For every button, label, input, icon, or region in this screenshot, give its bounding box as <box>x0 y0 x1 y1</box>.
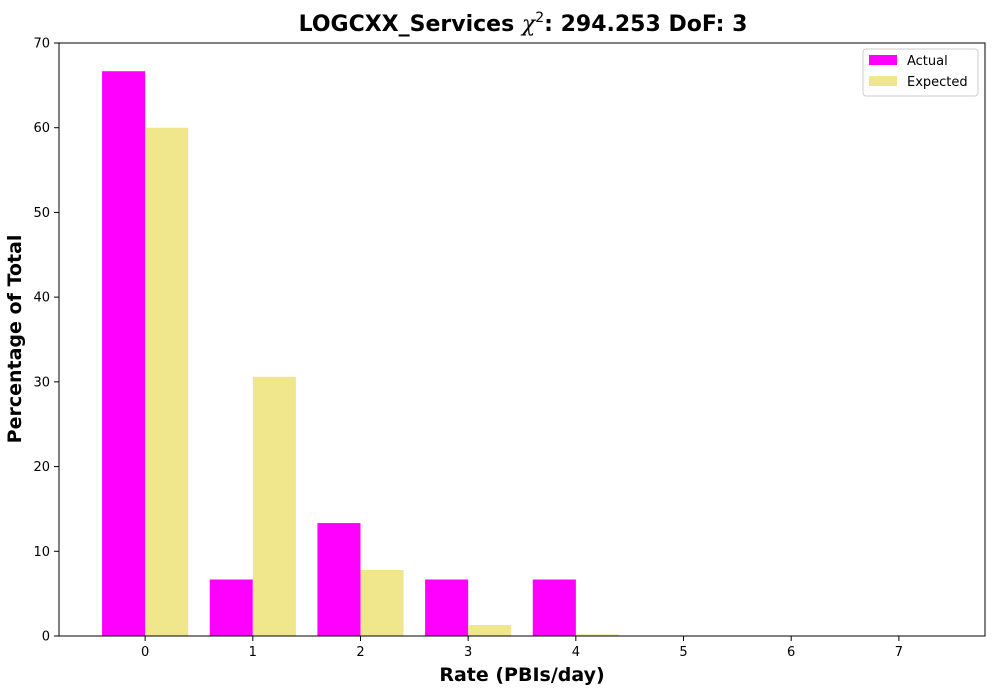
y-axis-label: Percentage of Total <box>4 235 26 444</box>
y-tick-label: 10 <box>33 545 50 560</box>
x-tick-label: 2 <box>356 645 364 660</box>
legend: Actual Expected <box>862 48 979 97</box>
bar-actual-0 <box>102 71 146 637</box>
chart-title: LOGCXX_Services χ2: 294.253 DoF: 3 <box>299 10 748 37</box>
y-tick-label: 20 <box>33 460 50 475</box>
y-tick-label: 0 <box>42 630 50 645</box>
legend-label-expected: Expected <box>907 75 968 90</box>
y-tick-label: 40 <box>33 291 50 306</box>
x-tick-label: 4 <box>572 645 580 660</box>
bar-actual-4 <box>532 579 576 636</box>
legend-swatch-expected <box>869 76 897 86</box>
axes-group <box>58 42 986 637</box>
bar-actual-2 <box>317 523 361 636</box>
x-tick-label: 1 <box>249 645 257 660</box>
bar-expected-2 <box>360 569 404 636</box>
y-tick-label: 30 <box>33 375 50 390</box>
y-tick-label: 70 <box>33 37 50 52</box>
bar-expected-0 <box>145 127 189 636</box>
x-tick-label: 0 <box>141 645 149 660</box>
y-tick-label: 60 <box>33 121 50 136</box>
bar-actual-1 <box>209 579 253 636</box>
plot-frame <box>58 42 986 637</box>
legend-swatch-actual <box>869 55 897 65</box>
x-tick-label: 6 <box>787 645 795 660</box>
bar-actual-3 <box>425 579 469 636</box>
x-tick-label: 3 <box>464 645 472 660</box>
x-tick-label: 5 <box>679 645 687 660</box>
bar-expected-1 <box>252 376 296 636</box>
x-tick-label: 7 <box>895 645 903 660</box>
x-ticks: 0 1 2 3 4 5 6 7 <box>141 636 903 660</box>
x-axis-label: Rate (PBIs/day) <box>439 664 604 686</box>
y-tick-label: 50 <box>33 206 50 221</box>
y-ticks: 0 10 20 30 40 50 60 70 <box>33 37 59 645</box>
bars-group <box>102 71 619 637</box>
bar-expected-4 <box>575 634 619 636</box>
legend-label-actual: Actual <box>907 54 948 69</box>
bar-expected-3 <box>468 624 512 636</box>
